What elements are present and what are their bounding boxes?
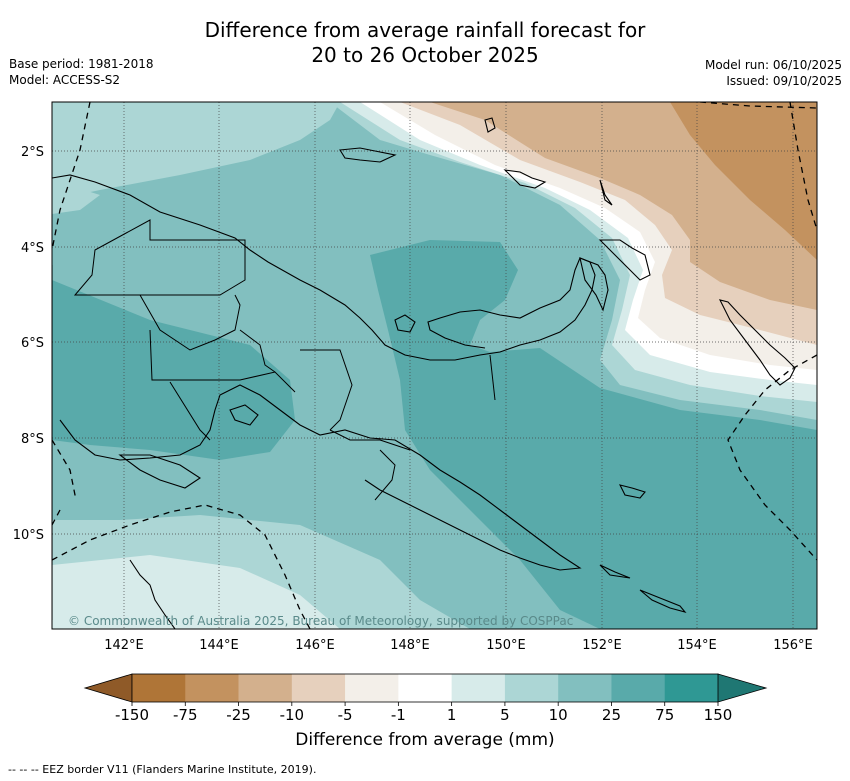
map-frame	[51, 101, 818, 630]
colorbar-tick-label: 10	[549, 706, 568, 724]
colorbar-segment	[504, 674, 559, 702]
lon-label-150: 150°E	[486, 638, 526, 653]
copyright-text: © Commonwealth of Australia 2025, Bureau…	[68, 614, 574, 628]
lon-label-152: 152°E	[582, 638, 622, 653]
lon-label-156: 156°E	[773, 638, 813, 653]
colorbar-extend-high	[717, 673, 768, 703]
colorbar-segments	[132, 674, 719, 702]
colorbar-tick-label: -75	[173, 706, 198, 724]
lon-tick-labels: 142°E 144°E 146°E 148°E 150°E 152°E 154°…	[104, 638, 813, 653]
coastline	[52, 117, 796, 629]
colorbar-tick-label: 1	[447, 706, 457, 724]
colorbar-tick-label: -1	[391, 706, 406, 724]
lat-label-6s: 6°S	[21, 336, 44, 351]
colorbar-segment	[451, 674, 506, 702]
lat-label-4s: 4°S	[21, 241, 44, 256]
colorbar-segment	[345, 674, 399, 702]
colorbar-segment	[558, 674, 612, 702]
eez-footnote: -- -- -- EEZ border V11 (Flanders Marine…	[8, 763, 317, 776]
colorbar-segment	[185, 674, 239, 702]
title-line-1: Difference from average rainfall forecas…	[204, 18, 646, 42]
lat-tick-labels: 2°S 4°S 6°S 8°S 10°S	[13, 145, 44, 543]
colorbar-segment	[611, 674, 666, 702]
colorbar-tick-label: 75	[655, 706, 674, 724]
colorbar-tick-label: 5	[500, 706, 510, 724]
eez-border	[52, 102, 817, 629]
meta-left: Base period: 1981-2018 Model: ACCESS-S2	[9, 56, 154, 88]
colorbar-title: Difference from average (mm)	[295, 730, 555, 750]
colorbar-tick-label: -150	[115, 706, 149, 724]
rainfall-contour-field	[52, 102, 817, 629]
colorbar-tick-label: 150	[704, 706, 733, 724]
colorbar-tick-label: -10	[280, 706, 305, 724]
lon-label-144: 144°E	[199, 638, 239, 653]
title-line-2: 20 to 26 October 2025	[311, 43, 539, 67]
colorbar-tick-label: -25	[226, 706, 251, 724]
map-title: Difference from average rainfall forecas…	[0, 18, 850, 68]
province-borders	[73, 219, 496, 501]
lat-label-10s: 10°S	[13, 528, 44, 543]
colorbar-tick-label: 25	[602, 706, 621, 724]
lon-label-154: 154°E	[677, 638, 717, 653]
colorbar-segment	[398, 674, 452, 702]
lat-label-8s: 8°S	[21, 432, 44, 447]
colorbar-extend-low	[83, 673, 133, 703]
colorbar-tick-labels: -150 -75 -25 -10 -5 -1 1 5 10 25 75 150	[115, 702, 732, 724]
lon-label-148: 148°E	[390, 638, 430, 653]
colorbar-outline	[131, 673, 719, 703]
lon-label-142: 142°E	[104, 638, 144, 653]
meta-right: Model run: 06/10/2025 Issued: 09/10/2025	[705, 57, 842, 89]
lon-label-146: 146°E	[295, 638, 335, 653]
colorbar-segment	[664, 674, 719, 702]
colorbar-segment	[238, 674, 293, 702]
model-run-text: Model run: 06/10/2025	[704, 58, 842, 72]
colorbar-tick-label: -5	[338, 706, 353, 724]
model-text: Model: ACCESS-S2	[9, 73, 121, 87]
base-period-text: Base period: 1981-2018	[9, 57, 154, 71]
issued-text: Issued: 09/10/2025	[726, 74, 842, 88]
colorbar-segment	[132, 674, 186, 702]
colorbar: -150 -75 -25 -10 -5 -1 1 5 10 25 75 150	[83, 673, 768, 724]
colorbar-segment	[291, 674, 346, 702]
lat-label-2s: 2°S	[21, 145, 44, 160]
